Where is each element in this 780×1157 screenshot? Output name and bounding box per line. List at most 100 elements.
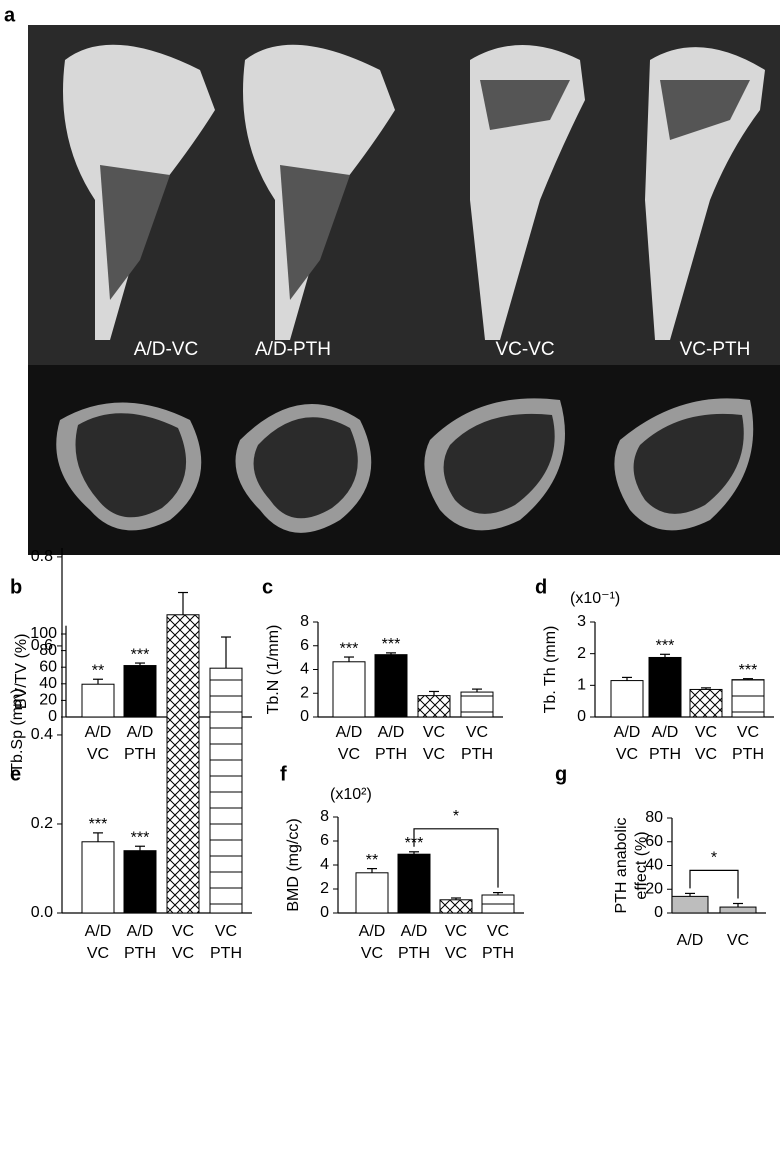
x-tick-label: A/D [127, 724, 154, 741]
x-tick-label: VC [361, 945, 383, 962]
y-tick-label: 3 [577, 613, 586, 630]
x-tick-label: VC [737, 724, 759, 741]
significance: *** [89, 816, 108, 833]
bar [671, 895, 709, 914]
y-tick-label: 40 [39, 675, 57, 692]
y-tick-label: 0 [654, 904, 663, 921]
y-tick-label: 2 [577, 645, 586, 662]
x-tick-label: VC [727, 932, 749, 949]
axis-note: (x10⁻¹) [570, 590, 620, 607]
x-tick-label: VC [172, 923, 194, 940]
y-tick-label: 4 [320, 856, 329, 873]
y-tick-label: 40 [645, 857, 663, 874]
bar [355, 872, 389, 914]
y-tick-label: 6 [300, 637, 309, 654]
bracket-label: * [453, 808, 459, 825]
bar [81, 683, 115, 718]
x-tick-label: VC [87, 945, 109, 962]
y-tick-label: 2 [300, 684, 309, 701]
bar [481, 894, 515, 914]
x-tick-label: VC [423, 746, 445, 763]
x-tick-label: VC [466, 724, 488, 741]
bar [123, 665, 157, 718]
y-axis-label: BMD (mg/cc) [285, 818, 302, 911]
image-label: A/D-PTH [255, 339, 331, 360]
x-tick-label: VC [695, 724, 717, 741]
axis-note: (x10²) [330, 786, 372, 803]
y-axis-label: effect (%) [633, 831, 650, 899]
bar [731, 679, 765, 718]
y-axis-label: PTH anabolic [613, 817, 630, 913]
bar [209, 667, 243, 914]
y-tick-label: 80 [39, 642, 57, 659]
x-tick-label: PTH [124, 746, 156, 763]
x-tick-label: VC [172, 945, 194, 962]
y-axis-label: Tb. Th (mm) [542, 626, 559, 714]
y-tick-label: 20 [645, 880, 663, 897]
x-tick-label: PTH [461, 746, 493, 763]
bar [123, 850, 157, 914]
x-tick-label: A/D [378, 724, 405, 741]
image-label: A/D-VC [134, 339, 198, 360]
y-tick-label: 0.4 [31, 726, 53, 743]
bar [417, 695, 451, 718]
x-tick-label: PTH [482, 945, 514, 962]
bar [689, 688, 723, 718]
significance: ** [92, 662, 104, 679]
x-tick-label: VC [215, 923, 237, 940]
panel-letter: d [535, 576, 547, 598]
y-tick-label: 60 [645, 833, 663, 850]
x-tick-label: A/D [652, 724, 679, 741]
x-tick-label: VC [487, 923, 509, 940]
x-tick-label: PTH [649, 746, 681, 763]
y-tick-label: 80 [645, 809, 663, 826]
y-tick-label: 100 [30, 625, 57, 642]
y-axis-label: Tb.N (1/mm) [265, 625, 282, 715]
x-tick-label: A/D [85, 724, 112, 741]
y-tick-label: 4 [300, 661, 309, 678]
x-tick-label: A/D [401, 923, 428, 940]
y-tick-label: 1 [577, 677, 586, 694]
bar [460, 691, 494, 718]
y-tick-label: 2 [320, 880, 329, 897]
significance: *** [131, 829, 150, 846]
x-tick-label: A/D [677, 932, 704, 949]
bar [332, 661, 366, 718]
x-tick-label: A/D [359, 923, 386, 940]
y-tick-label: 0 [577, 708, 586, 725]
panel-letter: f [280, 763, 287, 785]
bar [610, 680, 644, 718]
y-tick-label: 20 [39, 692, 57, 709]
panel-letter: g [555, 763, 567, 785]
bracket [689, 869, 739, 899]
x-tick-label: PTH [210, 945, 242, 962]
x-tick-label: A/D [127, 923, 154, 940]
x-tick-label: A/D [614, 724, 641, 741]
image-label: VC-VC [495, 339, 554, 360]
marrow [75, 413, 744, 519]
bar [439, 899, 473, 914]
panel-letter: a [4, 4, 16, 26]
x-tick-label: A/D [85, 923, 112, 940]
y-tick-label: 0 [300, 708, 309, 725]
y-tick-label: 0 [320, 904, 329, 921]
y-axis-label: Tb.Sp (mm) [9, 688, 26, 772]
y-tick-label: 8 [300, 613, 309, 630]
y-tick-label: 0.2 [31, 815, 53, 832]
bar [397, 853, 431, 914]
y-tick-label: 0.0 [31, 904, 53, 921]
y-tick-label: 0 [48, 708, 57, 725]
panel-letter: e [10, 763, 21, 785]
bar [166, 614, 200, 914]
x-tick-label: PTH [398, 945, 430, 962]
x-tick-label: PTH [732, 746, 764, 763]
y-tick-label: 0.6 [31, 637, 53, 654]
x-tick-label: VC [695, 746, 717, 763]
significance: *** [739, 662, 758, 679]
significance: ** [366, 852, 378, 869]
x-tick-label: VC [445, 923, 467, 940]
y-tick-label: 6 [320, 832, 329, 849]
significance: *** [382, 636, 401, 653]
x-tick-label: VC [87, 746, 109, 763]
